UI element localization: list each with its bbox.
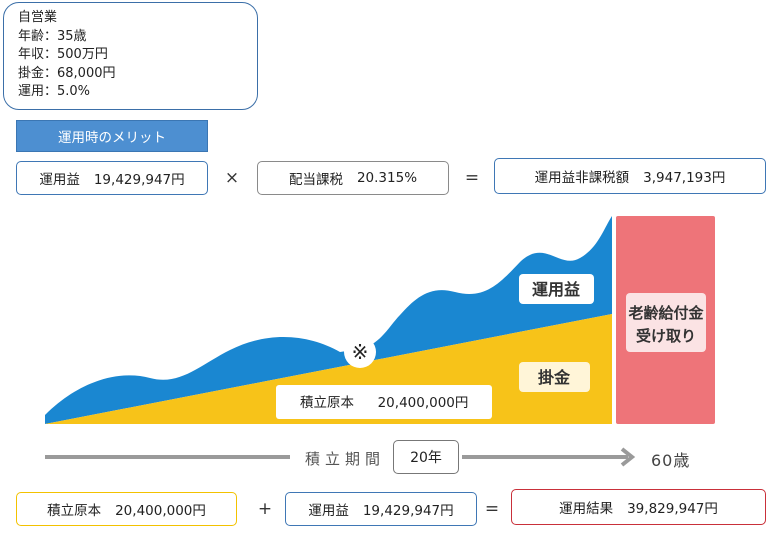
end-age: 60歳 (651, 451, 691, 470)
equals-operator-top: = (464, 168, 480, 188)
bottom-principal-label: 積立原本 (47, 503, 102, 519)
arrow-head-icon (620, 447, 636, 467)
timeline-arrow (45, 447, 636, 467)
dividend-tax-value: 20.315% (356, 170, 418, 186)
plus-operator: + (257, 499, 273, 519)
dividend-tax-box: 配当課税 20.315% (257, 161, 449, 195)
result-box: 運用結果 39,829,947円 (511, 489, 766, 525)
principal-label: 積立原本 (300, 395, 354, 411)
bottom-gain-value: 19,429,947円 (362, 503, 454, 519)
note-circle (344, 336, 376, 368)
tax-exempt-label: 運用益非課税額 (534, 170, 630, 186)
contrib-label-chip (519, 362, 590, 392)
top-gain-box: 運用益 19,429,947円 (16, 161, 208, 195)
tax-exempt-value: 3,947,193円 (643, 170, 726, 186)
profile-age: 年齢：35歳 (18, 28, 87, 44)
merit-badge: 運用時のメリット (16, 120, 208, 152)
profile-income: 年収：500万円 (18, 47, 108, 62)
principal-box (276, 385, 492, 419)
bottom-gain-label: 運用益 (308, 503, 349, 519)
times-operator: × (224, 168, 240, 188)
gain-area (45, 216, 612, 424)
result-value: 39,829,947円 (627, 501, 718, 517)
payout-label-line2: 受け取り (636, 327, 696, 345)
profile-contribution: 掛金：68,000円 (18, 65, 116, 81)
equals-operator-bottom: = (484, 499, 500, 519)
note-mark: ※ (352, 340, 369, 364)
growth-diagram: ※ 運用益 掛金 積立原本 20,400,000円 老齢給付金 受け取り (45, 216, 715, 424)
profile-occupation: 自営業 (18, 10, 58, 25)
top-gain-value: 19,429,947円 (93, 172, 185, 188)
result-label: 運用結果 (559, 501, 614, 517)
years-box: 20年 (393, 440, 459, 474)
timeline-label: 積立期間 (305, 450, 386, 468)
bottom-principal-box: 積立原本 20,400,000円 (16, 492, 237, 526)
gain-label-chip (519, 274, 594, 304)
dividend-tax-label: 配当課税 (288, 172, 343, 188)
profile-return-rate: 運用：5.0% (18, 84, 91, 99)
contrib-label: 掛金 (538, 368, 571, 387)
top-gain-label: 運用益 (39, 172, 80, 188)
principal-value: 20,400,000円 (378, 395, 469, 411)
gain-label: 運用益 (532, 280, 580, 299)
payout-label-line1: 老齢給付金 (627, 304, 704, 322)
payout-label-chip (626, 293, 706, 352)
bottom-gain-box: 運用益 19,429,947円 (285, 492, 477, 526)
bottom-principal-value: 20,400,000円 (115, 503, 206, 519)
tax-exempt-box: 運用益非課税額 3,947,193円 (494, 158, 766, 194)
profile-card: 自営業 年齢：35歳 年収：500万円 掛金：68,000円 運用：5.0% (3, 2, 258, 110)
